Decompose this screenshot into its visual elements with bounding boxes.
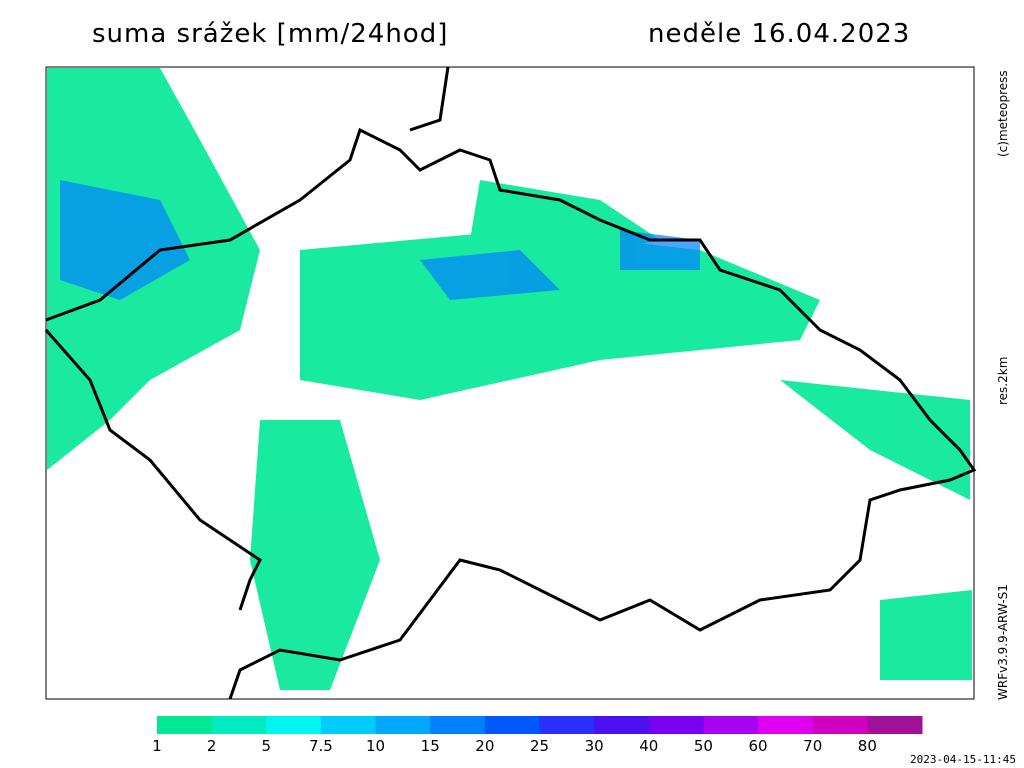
legend-label: 25 <box>530 737 549 755</box>
legend-label: 40 <box>639 737 658 755</box>
precip-heavy <box>60 180 700 300</box>
model: WRFv3.9.9-ARW-S1 <box>996 584 1010 700</box>
legend-swatch <box>594 716 650 734</box>
legend: 1 2 5 7.5 10 15 20 25 30 40 50 60 70 80 <box>152 716 923 755</box>
legend-swatch <box>484 716 540 734</box>
legend-swatch <box>648 716 704 734</box>
legend-swatch <box>539 716 595 734</box>
map-date: neděle 16.04.2023 <box>648 19 910 49</box>
legend-swatch <box>375 716 431 734</box>
legend-label: 60 <box>749 737 768 755</box>
legend-label: 50 <box>694 737 713 755</box>
map <box>44 66 977 700</box>
legend-label: 20 <box>475 737 494 755</box>
legend-label: 15 <box>421 737 440 755</box>
legend-swatch <box>320 716 377 734</box>
legend-swatch <box>157 716 213 734</box>
country-border <box>44 66 977 700</box>
legend-label: 30 <box>585 737 604 755</box>
map-title: suma srážek [mm/24hod] <box>92 19 448 49</box>
legend-swatch <box>758 716 814 734</box>
legend-swatch <box>430 716 486 734</box>
legend-label: 1 <box>152 737 162 755</box>
legend-swatch <box>266 716 322 734</box>
legend-label: 5 <box>262 737 272 755</box>
legend-label: 70 <box>803 737 822 755</box>
legend-label: 2 <box>207 737 217 755</box>
legend-label: 80 <box>858 737 877 755</box>
legend-swatch <box>812 716 868 734</box>
copyright: (c)meteopress <box>996 70 1010 157</box>
legend-label: 10 <box>366 737 385 755</box>
legend-swatch <box>703 716 759 734</box>
legend-swatch <box>867 716 923 734</box>
legend-swatch <box>211 716 267 734</box>
legend-label: 7.5 <box>309 737 333 755</box>
resolution: res.2km <box>996 357 1010 405</box>
timestamp: 2023-04-15-11:45 <box>910 753 1016 766</box>
